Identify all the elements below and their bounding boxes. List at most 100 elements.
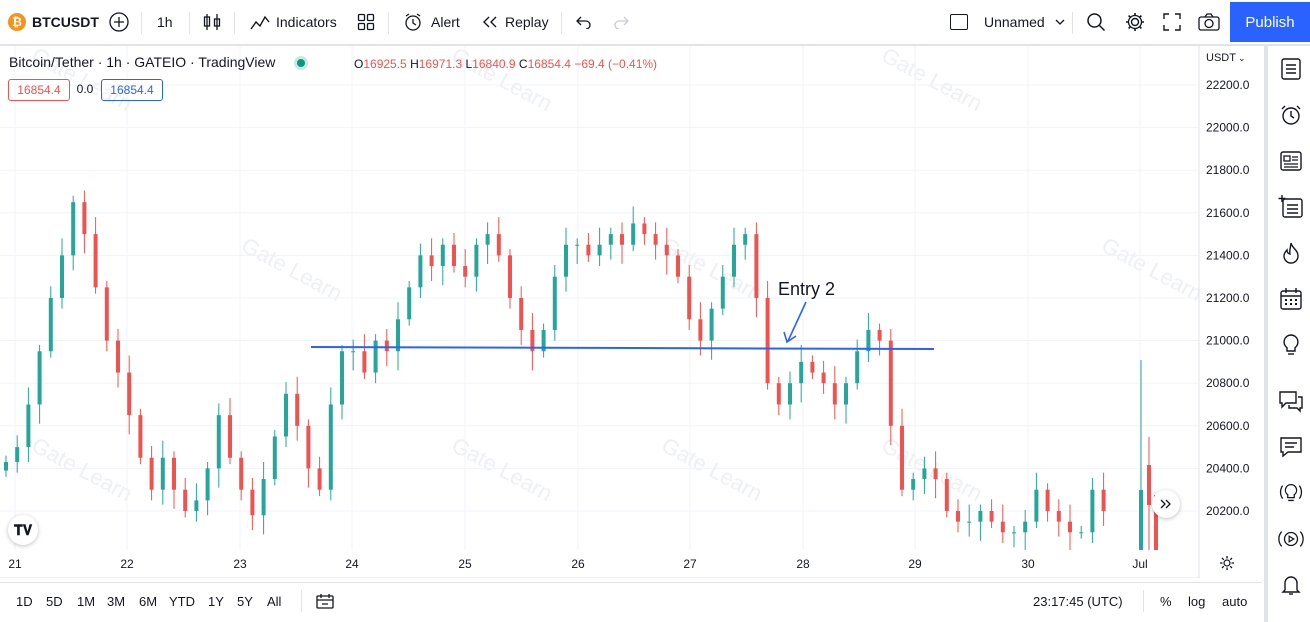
- messages-button[interactable]: [1278, 434, 1304, 460]
- candle-body: [832, 383, 837, 405]
- tv-logo[interactable]: 𝐓𝐕: [8, 515, 38, 545]
- price-tick: 21800.0: [1206, 163, 1250, 177]
- candle-body: [116, 340, 120, 373]
- change-value: −69.4 (−0.41%): [574, 57, 658, 71]
- candle-body: [664, 244, 669, 256]
- range-button-ytd[interactable]: YTD: [169, 593, 195, 609]
- candle-body: [93, 234, 98, 288]
- time-tick: 24: [345, 557, 359, 571]
- range-button-6m[interactable]: 6M: [139, 593, 158, 609]
- chart-type-button[interactable]: [202, 0, 222, 44]
- candle-body: [709, 308, 714, 341]
- add-symbol-button[interactable]: [108, 0, 130, 44]
- auto-toggle[interactable]: auto: [1222, 593, 1248, 609]
- high-value: 16971.3: [418, 57, 463, 71]
- candle-body: [552, 276, 557, 330]
- chats-button[interactable]: [1278, 388, 1304, 414]
- candle-body: [541, 329, 546, 352]
- candle-body: [1079, 532, 1084, 534]
- log-toggle[interactable]: log: [1188, 593, 1206, 609]
- timezone-clock[interactable]: 23:17:45 (UTC): [1033, 593, 1123, 609]
- lightbulb-icon: [1283, 334, 1299, 355]
- candle-body: [844, 383, 848, 405]
- candle-body: [911, 479, 916, 490]
- double-chevron-right-icon: [1160, 499, 1171, 509]
- snapshot-button[interactable]: [1198, 0, 1220, 44]
- buy-price-badge[interactable]: 16854.4: [101, 79, 163, 101]
- goto-date-button[interactable]: [316, 583, 334, 619]
- range-button-all[interactable]: All: [267, 593, 282, 609]
- candle-body: [485, 234, 490, 245]
- watermark-text: Gate Learn: [1098, 232, 1207, 306]
- candle-body: [855, 351, 860, 384]
- candle-body: [944, 479, 949, 511]
- chevron-down-icon: ⌄: [1237, 53, 1246, 63]
- range-button-3m[interactable]: 3M: [107, 593, 126, 609]
- candle-body: [205, 468, 210, 501]
- candle-body: [575, 244, 580, 246]
- candle-body: [866, 329, 871, 352]
- hotlist-button[interactable]: [1278, 240, 1304, 266]
- candle-body: [384, 340, 389, 352]
- candle-body: [1000, 521, 1005, 533]
- add-note-button[interactable]: [1278, 194, 1304, 220]
- candle-body: [1023, 521, 1028, 533]
- list-icon: [1281, 58, 1301, 80]
- price-tick: 21000.0: [1206, 334, 1250, 348]
- indicators-button[interactable]: Indicators: [249, 0, 337, 44]
- news-button[interactable]: [1278, 148, 1304, 174]
- fullscreen-button[interactable]: [1163, 0, 1181, 44]
- time-tick: 28: [796, 557, 810, 571]
- range-button-1y[interactable]: 1Y: [208, 593, 224, 609]
- watchlist-button[interactable]: [1278, 56, 1304, 82]
- replay-button[interactable]: Replay: [481, 0, 549, 44]
- sell-price-badge[interactable]: 16854.4: [8, 79, 70, 101]
- tradingview-logo-icon: 𝐓𝐕: [13, 521, 33, 538]
- bitcoin-icon: ₿: [8, 13, 26, 31]
- interval-button[interactable]: 1h: [157, 14, 173, 30]
- candle-body: [653, 234, 658, 245]
- grid-icon: [357, 13, 375, 31]
- range-button-1d[interactable]: 1D: [16, 593, 33, 609]
- streams-button[interactable]: [1278, 480, 1304, 506]
- templates-button[interactable]: [357, 0, 375, 44]
- ideas-button[interactable]: [1278, 332, 1304, 358]
- candle-body: [586, 244, 591, 256]
- alerts-panel-button[interactable]: [1278, 102, 1304, 128]
- top-toolbar: ₿ BTCUSDT 1h Indicators Alert Replay Unn…: [0, 0, 1310, 46]
- candle-body: [642, 223, 647, 235]
- chart-area[interactable]: Gate Learn Gate Learn Gate Learn Gate Learn…: [0, 46, 1262, 578]
- search-button[interactable]: [1086, 0, 1106, 44]
- candle-body: [149, 457, 154, 490]
- play-stream-button[interactable]: [1278, 526, 1304, 552]
- range-button-5d[interactable]: 5D: [46, 593, 63, 609]
- currency-select[interactable]: USDT ⌄: [1206, 52, 1246, 64]
- percent-toggle[interactable]: %: [1160, 593, 1172, 609]
- alert-button[interactable]: Alert: [402, 0, 460, 44]
- alarm-clock-icon: [1281, 105, 1301, 125]
- calendar-button[interactable]: [1278, 286, 1304, 312]
- candle-body: [519, 298, 524, 330]
- candle-body: [172, 457, 176, 490]
- symbol-button[interactable]: ₿ BTCUSDT: [8, 0, 99, 44]
- watermark-text: Gate Learn: [238, 232, 347, 306]
- fullscreen-icon: [1163, 13, 1181, 31]
- redo-button[interactable]: [612, 0, 630, 44]
- notifications-button[interactable]: [1278, 572, 1304, 598]
- play-broadcast-icon: [1278, 531, 1304, 547]
- time-tick: 29: [908, 557, 922, 571]
- series-legend[interactable]: Bitcoin/Tether · 1h · GATEIO · TradingVi…: [9, 54, 306, 70]
- undo-button[interactable]: [575, 0, 593, 44]
- add-list-icon: [1278, 195, 1303, 218]
- candle-body: [160, 457, 165, 490]
- layout-button[interactable]: Unnamed: [950, 0, 1065, 44]
- publish-button[interactable]: Publish: [1230, 2, 1310, 42]
- range-button-5y[interactable]: 5Y: [237, 593, 253, 609]
- axis-settings-button[interactable]: [1219, 555, 1237, 573]
- candlestick-chart[interactable]: Gate Learn Gate Learn Gate Learn Gate Learn…: [0, 46, 1262, 578]
- candle-body: [463, 266, 468, 277]
- range-button-1m[interactable]: 1M: [77, 593, 96, 609]
- settings-button[interactable]: [1124, 0, 1146, 44]
- market-status-dot[interactable]: [297, 59, 306, 68]
- scroll-to-realtime-button[interactable]: [1152, 490, 1180, 518]
